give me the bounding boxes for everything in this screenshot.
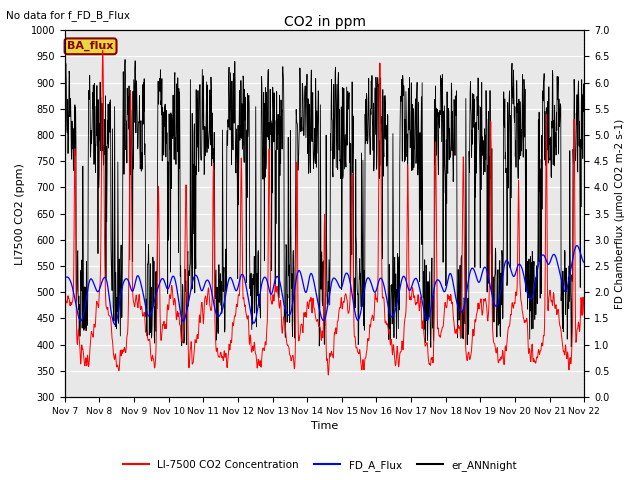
er_ANNnight [164, 159, 172, 165]
X-axis label: Time: Time [311, 421, 338, 432]
Title: CO2 in ppm: CO2 in ppm [284, 15, 365, 29]
LI-7500 CO2 Concentration [61, 288, 68, 294]
er_ANNnight [580, 83, 588, 88]
er_ANNnight [474, 99, 481, 105]
FD_A_Flux [573, 243, 581, 249]
LI-7500 CO2 Concentration [406, 297, 413, 302]
FD_A_Flux [519, 268, 527, 274]
er_ANNnight [427, 345, 435, 350]
Y-axis label: FD Chamberflux (μmol CO2 m-2 s-1): FD Chamberflux (μmol CO2 m-2 s-1) [615, 119, 625, 309]
Legend: LI-7500 CO2 Concentration, FD_A_Flux, er_ANNnight: LI-7500 CO2 Concentration, FD_A_Flux, er… [118, 456, 522, 475]
FD_A_Flux [405, 288, 413, 293]
LI-7500 CO2 Concentration [164, 304, 172, 310]
Text: No data for f_FD_B_Flux: No data for f_FD_B_Flux [6, 10, 131, 21]
er_ANNnight [235, 167, 243, 172]
er_ANNnight [61, 66, 68, 72]
FD_A_Flux [473, 276, 481, 282]
LI-7500 CO2 Concentration [520, 314, 527, 320]
FD_A_Flux [111, 322, 119, 327]
er_ANNnight [405, 113, 413, 119]
FD_A_Flux [61, 275, 68, 280]
Line: FD_A_Flux: FD_A_Flux [65, 246, 584, 324]
er_ANNnight [520, 154, 527, 160]
Y-axis label: LI7500 CO2 (ppm): LI7500 CO2 (ppm) [15, 163, 25, 264]
FD_A_Flux [177, 311, 184, 316]
LI-7500 CO2 Concentration [474, 308, 481, 313]
Line: LI-7500 CO2 Concentration: LI-7500 CO2 Concentration [65, 50, 584, 375]
LI-7500 CO2 Concentration [580, 312, 588, 318]
Line: er_ANNnight: er_ANNnight [65, 60, 584, 348]
er_ANNnight [177, 263, 184, 269]
er_ANNnight [121, 57, 129, 62]
Text: BA_flux: BA_flux [67, 41, 114, 51]
FD_A_Flux [580, 260, 588, 265]
FD_A_Flux [235, 281, 243, 287]
LI-7500 CO2 Concentration [235, 292, 243, 298]
LI-7500 CO2 Concentration [99, 48, 106, 53]
LI-7500 CO2 Concentration [177, 328, 184, 334]
FD_A_Flux [164, 286, 172, 292]
LI-7500 CO2 Concentration [324, 372, 332, 378]
